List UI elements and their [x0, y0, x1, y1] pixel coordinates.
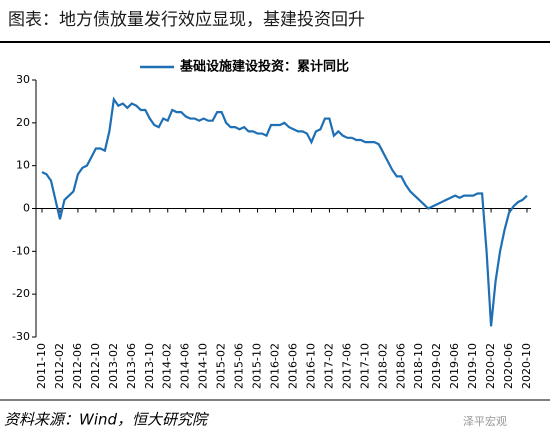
x-tick-label: 2015-10 [251, 343, 264, 389]
x-tick-label: 2016-10 [304, 343, 317, 389]
x-tick-label: 2015-02 [215, 343, 228, 389]
x-tick-label: 2017-06 [340, 343, 353, 389]
chart-title: 图表：地方债放量发行效应显现，基建投资回升 [8, 10, 365, 30]
x-tick-label: 2018-02 [376, 343, 389, 389]
y-tick-label: -10 [12, 244, 30, 257]
x-tick-label: 2014-06 [179, 343, 192, 389]
x-tick-label: 2011-10 [35, 343, 48, 389]
legend-label: 基础设施建设投资：累计同比 [179, 59, 349, 75]
x-tick-label: 2013-10 [143, 343, 156, 389]
y-tick-label: 30 [16, 73, 30, 86]
x-tick-label: 2015-06 [233, 343, 246, 389]
x-tick-label: 2013-06 [125, 343, 138, 389]
x-tick-label: 2020-06 [502, 343, 515, 389]
y-tick-label: 10 [16, 159, 30, 172]
series-line [41, 96, 528, 327]
x-tick-label: 2014-02 [161, 343, 174, 389]
x-tick-label: 2012-10 [89, 343, 102, 389]
x-tick-label: 2017-10 [358, 343, 371, 389]
y-tick-label: 20 [16, 116, 30, 129]
x-tick-label: 2017-02 [322, 343, 335, 389]
x-tick-label: 2016-02 [269, 343, 282, 389]
y-tick-label: 0 [23, 202, 30, 215]
y-tick-label: -30 [12, 330, 30, 343]
x-tick-label: 2020-02 [484, 343, 497, 389]
x-tick-label: 2012-06 [71, 343, 84, 389]
x-tick-label: 2014-10 [197, 343, 210, 389]
x-tick-label: 2019-02 [430, 343, 443, 389]
x-tick-label: 2016-06 [286, 343, 299, 389]
x-tick-label: 2019-10 [466, 343, 479, 389]
y-tick-label: -20 [12, 287, 30, 300]
x-tick-label: 2019-06 [448, 343, 461, 389]
x-tick-label: 2018-06 [394, 343, 407, 389]
x-tick-label: 2013-02 [107, 343, 120, 389]
x-tick-label: 2012-02 [53, 343, 66, 389]
watermark: 泽平宏观 [463, 414, 507, 428]
x-tick-label: 2020-10 [520, 343, 533, 389]
x-tick-label: 2018-10 [412, 343, 425, 389]
source-note: 资料来源：Wind，恒大研究院 [4, 411, 209, 429]
